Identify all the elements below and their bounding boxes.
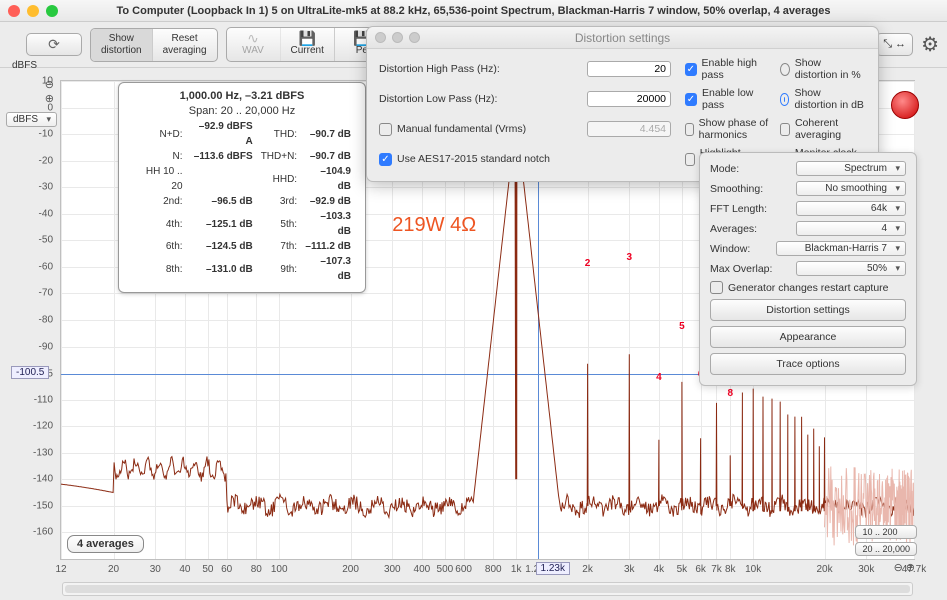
distortion-settings-button[interactable]: Distortion settings — [710, 299, 906, 321]
enable-hp-checkbox[interactable]: ✓Enable high pass — [685, 57, 772, 81]
minimize-icon[interactable] — [27, 5, 39, 17]
window-titlebar: To Computer (Loopback In 1) 5 on UltraLi… — [0, 0, 947, 22]
loop-icon: ⟳ — [37, 38, 71, 50]
smoothing-select[interactable]: No smoothing — [796, 181, 906, 196]
save-current-button[interactable]: 💾Current — [281, 28, 335, 61]
hp-input[interactable] — [587, 61, 671, 77]
range-20-20000-button[interactable]: 20 .. 20,000 — [855, 542, 917, 556]
range-buttons: 10 .. 200 20 .. 20,000 — [855, 525, 917, 556]
x-zoom-in-icon[interactable]: ⊕ — [906, 561, 915, 574]
info-fundamental: 1,000.00 Hz, –3.21 dBFS — [129, 89, 355, 104]
info-span: Span: 20 .. 20,000 Hz — [129, 104, 355, 119]
info-table: N+D:–92.9 dBFS ATHD:–90.7 dBN:–113.6 dBF… — [129, 119, 355, 284]
lp-input[interactable] — [587, 91, 671, 107]
measurement-info-box: 1,000.00 Hz, –3.21 dBFS Span: 20 .. 20,0… — [118, 82, 366, 293]
save-icon: 💾 — [291, 32, 324, 44]
show-pct-radio[interactable]: Show distortion in % — [780, 57, 867, 81]
traffic-lights — [8, 5, 58, 17]
settings-panel: Mode:Spectrum Smoothing:No smoothing FFT… — [699, 152, 917, 386]
show-db-radio[interactable]: Show distortion in dB — [780, 87, 867, 111]
aes-checkbox[interactable]: ✓Use AES17-2015 standard notch — [379, 153, 677, 166]
mode-select[interactable]: Spectrum — [796, 161, 906, 176]
gear-icon[interactable]: ⚙ — [921, 32, 939, 57]
range-10-200-button[interactable]: 10 .. 200 — [855, 525, 917, 539]
fft-select[interactable]: 64k — [796, 201, 906, 216]
manual-fund-input — [587, 121, 671, 137]
overlap-select[interactable]: 50% — [796, 261, 906, 276]
window-title: To Computer (Loopback In 1) 5 on UltraLi… — [0, 5, 947, 17]
x-zoom-out-icon[interactable]: ⊖ — [894, 561, 903, 574]
y-unit-select[interactable]: dBFS — [6, 112, 57, 127]
close-icon[interactable] — [8, 5, 20, 17]
manual-fund-checkbox[interactable]: Manual fundamental (Vrms) — [379, 123, 579, 136]
y-unit-label: dBFS — [12, 60, 37, 71]
window-select[interactable]: Blackman-Harris 7 — [776, 241, 906, 256]
distortion-panel-title: Distortion settings — [367, 27, 878, 49]
trace-options-button[interactable]: Trace options — [710, 353, 906, 375]
record-button[interactable] — [891, 91, 919, 119]
reset-averaging-button[interactable]: Reset averaging — [153, 29, 217, 61]
enable-lp-checkbox[interactable]: ✓Enable low pass — [685, 87, 772, 111]
coherent-checkbox[interactable]: Coherent averaging — [780, 117, 867, 141]
show-distortion-button[interactable]: Show distortion — [91, 29, 153, 61]
wave-icon: ∿ — [237, 32, 270, 44]
hp-label: Distortion High Pass (Hz): — [379, 63, 579, 75]
panel-close-icon[interactable] — [375, 32, 386, 43]
zoom-icon[interactable] — [46, 5, 58, 17]
gen-restart-checkbox[interactable]: Generator changes restart capture — [710, 281, 906, 294]
arrows-segment[interactable]: ⤡ ↔ — [876, 33, 913, 56]
show-phase-checkbox[interactable]: Show phase of harmonics — [685, 117, 772, 141]
horizontal-scrollbar[interactable] — [62, 582, 913, 596]
appearance-button[interactable]: Appearance — [710, 326, 906, 348]
lp-label: Distortion Low Pass (Hz): — [379, 93, 579, 105]
averages-select[interactable]: 4 — [796, 221, 906, 236]
wav-button[interactable]: ∿WAV — [227, 28, 281, 61]
loop-button[interactable]: ⟳ — [27, 34, 81, 55]
